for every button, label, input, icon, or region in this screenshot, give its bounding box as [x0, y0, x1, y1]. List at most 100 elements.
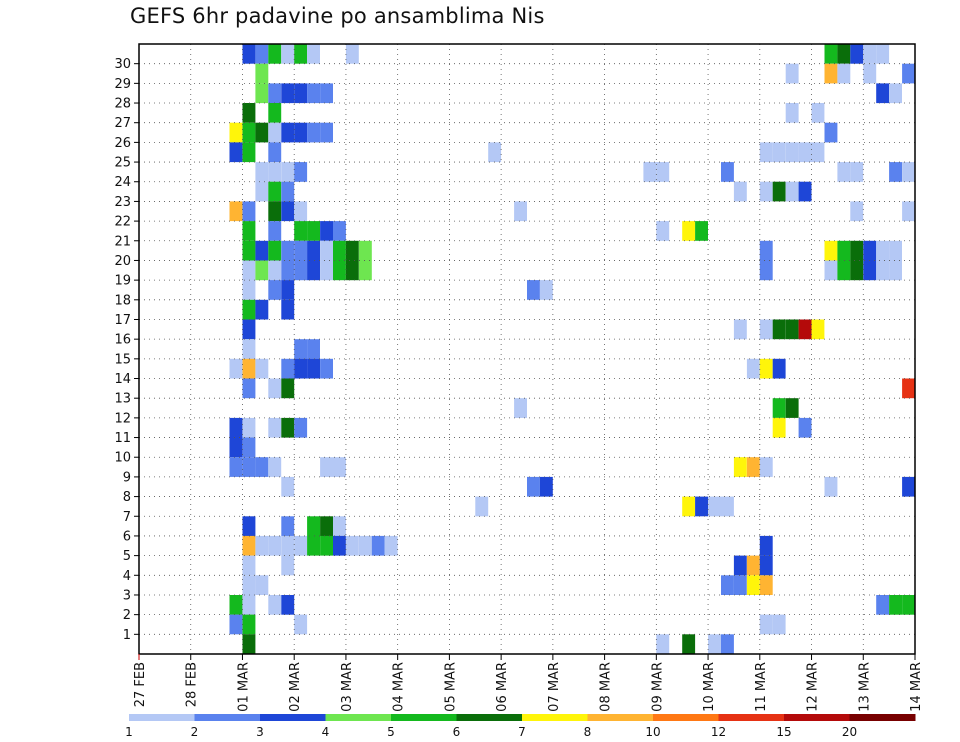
- heatmap-cell: [294, 535, 308, 556]
- heatmap-cell: [837, 260, 851, 281]
- heatmap-cell: [759, 358, 773, 379]
- heatmap-cell: [345, 260, 359, 281]
- colorbar-label: 1: [125, 725, 133, 739]
- heatmap-cell: [255, 260, 269, 281]
- colorbar-label: 8: [584, 725, 592, 739]
- y-tick-label: 17: [114, 313, 131, 328]
- heatmap-cell: [307, 358, 320, 379]
- heatmap-cell: [268, 240, 282, 261]
- y-tick-label: 19: [114, 274, 131, 289]
- heatmap-cell: [759, 240, 773, 261]
- heatmap-cell: [229, 595, 243, 615]
- colorbar-swatch: [784, 714, 850, 721]
- heatmap-cell: [255, 122, 269, 143]
- x-tick-label: 07 MAR: [547, 662, 562, 712]
- heatmap-cell: [242, 535, 256, 556]
- heatmap-cell: [785, 181, 799, 202]
- colorbar-swatch: [718, 714, 785, 721]
- heatmap-cell: [229, 417, 243, 438]
- colorbar-label: 6: [453, 725, 461, 739]
- heatmap-cell: [539, 476, 553, 497]
- heatmap-cell: [229, 122, 243, 143]
- heatmap-cell: [824, 63, 838, 84]
- heatmap-cell: [268, 417, 282, 438]
- colorbar-swatch: [522, 714, 588, 721]
- colorbar-swatch: [849, 714, 916, 721]
- heatmap-cell: [785, 63, 799, 84]
- heatmap-cell: [255, 240, 269, 261]
- heatmap-cell: [281, 358, 295, 379]
- y-tick-label: 6: [123, 529, 131, 544]
- chart-title: GEFS 6hr padavine po ansamblima Nis: [130, 4, 545, 28]
- heatmap-cell: [759, 260, 773, 281]
- heatmap-cell: [371, 535, 385, 556]
- heatmap-cell: [539, 280, 553, 300]
- heatmap-cell: [333, 221, 346, 241]
- colorbar-swatch: [194, 714, 261, 721]
- heatmap-cell: [798, 417, 812, 438]
- heatmap-cell: [294, 201, 308, 222]
- heatmap-cell: [837, 63, 851, 84]
- heatmap-cell: [902, 63, 915, 84]
- colorbar: 1 2 3 4 5 6 7 8 10 12 15 20: [125, 714, 916, 739]
- colorbar-swatch: [260, 714, 326, 721]
- heatmap-cell: [281, 595, 295, 615]
- colorbar-label: 12: [711, 725, 726, 739]
- heatmap-cell: [824, 476, 838, 497]
- heatmap-cell: [514, 201, 527, 222]
- heatmap-cell: [268, 142, 282, 163]
- heatmap-cell: [307, 221, 320, 241]
- heatmap-cell: [902, 476, 915, 497]
- heatmap-cell: [759, 614, 773, 635]
- heatmap-cell: [708, 496, 721, 517]
- heatmap-cell: [811, 103, 825, 123]
- heatmap-cell: [229, 437, 243, 458]
- y-tick-label: 9: [123, 470, 131, 485]
- heatmap-cell: [281, 44, 295, 64]
- heatmap-cell: [294, 162, 308, 182]
- heatmap-cell: [281, 417, 295, 438]
- heatmap-cell: [811, 142, 825, 163]
- heatmap-cell: [733, 555, 747, 576]
- heatmap-cell: [281, 201, 295, 222]
- colorbar-swatch: [587, 714, 654, 721]
- heatmap-cell: [242, 516, 256, 536]
- heatmap-cell: [759, 457, 773, 477]
- heatmap-cell: [708, 634, 721, 654]
- heatmap-cell: [320, 358, 333, 379]
- y-tick-label: 21: [114, 234, 131, 249]
- heatmap-cell: [358, 240, 372, 261]
- heatmap-cell: [242, 437, 256, 458]
- heatmap-cell: [682, 634, 696, 654]
- y-axis: 1234567891011121314151617181920212223242…: [114, 57, 139, 643]
- heatmap-cell: [255, 63, 269, 84]
- heatmap-cell: [255, 575, 269, 595]
- colorbar-label: 3: [256, 725, 264, 739]
- heatmap-cell: [268, 595, 282, 615]
- heatmap-cell: [242, 221, 256, 241]
- x-tick-label: 13 MAR: [857, 662, 872, 712]
- heatmap-cell: [824, 122, 838, 143]
- heatmap-cell: [876, 83, 890, 104]
- heatmap-cell: [242, 319, 256, 340]
- heatmap-cell: [811, 319, 825, 340]
- colorbar-label: 4: [322, 725, 330, 739]
- heatmap-cell: [294, 417, 308, 438]
- heatmap-cell: [255, 457, 269, 477]
- heatmap-cell: [307, 535, 320, 556]
- heatmap-cell: [759, 555, 773, 576]
- heatmap-cell: [268, 378, 282, 399]
- heatmap-cell: [281, 162, 295, 182]
- heatmap-cell: [721, 496, 734, 517]
- heatmap-cell: [656, 221, 670, 241]
- heatmap-cell: [333, 457, 346, 477]
- y-tick-label: 27: [114, 116, 131, 131]
- y-tick-label: 8: [123, 490, 131, 505]
- heatmap-cell: [824, 44, 838, 64]
- y-tick-label: 3: [123, 588, 131, 603]
- heatmap-cell: [307, 83, 320, 104]
- heatmap-cell: [759, 319, 773, 340]
- y-tick-label: 16: [114, 333, 131, 348]
- heatmap-cell: [695, 496, 708, 517]
- heatmap-cell: [294, 260, 308, 281]
